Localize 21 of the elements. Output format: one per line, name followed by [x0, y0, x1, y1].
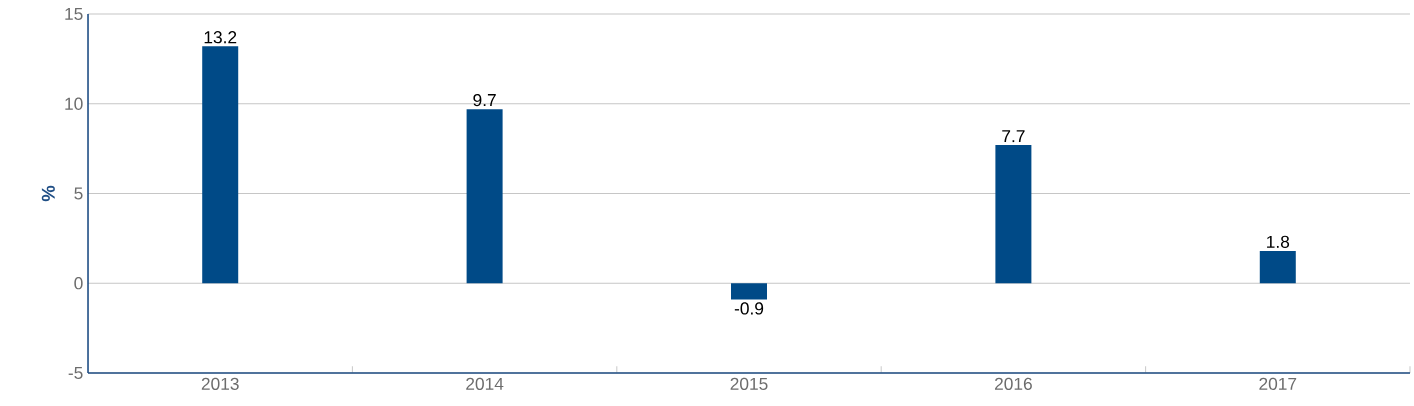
data-label: 7.7: [1002, 130, 1025, 143]
x-tick-label: 2015: [730, 377, 768, 390]
data-label: 1.8: [1267, 235, 1290, 248]
data-label: 9.7: [473, 93, 496, 107]
y-tick-label: -5: [68, 366, 83, 380]
data-label: -0.9: [734, 302, 764, 315]
x-tick-label: 2017: [1259, 377, 1297, 390]
y-axis-title: %: [41, 185, 55, 202]
bar: [202, 46, 239, 284]
data-label: 13.2: [204, 31, 237, 44]
x-tick-label: 2014: [466, 377, 504, 390]
y-tick-label: 0: [74, 277, 83, 290]
y-tick-label: 15: [65, 7, 83, 21]
bar: [1259, 250, 1296, 284]
bar: [995, 145, 1032, 284]
bar: [466, 109, 503, 284]
y-tick-label: 10: [65, 97, 83, 110]
bar: [731, 283, 767, 300]
x-tick-label: 2016: [994, 377, 1032, 390]
x-tick-label: 2013: [201, 377, 239, 390]
y-tick-label: 5: [74, 187, 83, 200]
